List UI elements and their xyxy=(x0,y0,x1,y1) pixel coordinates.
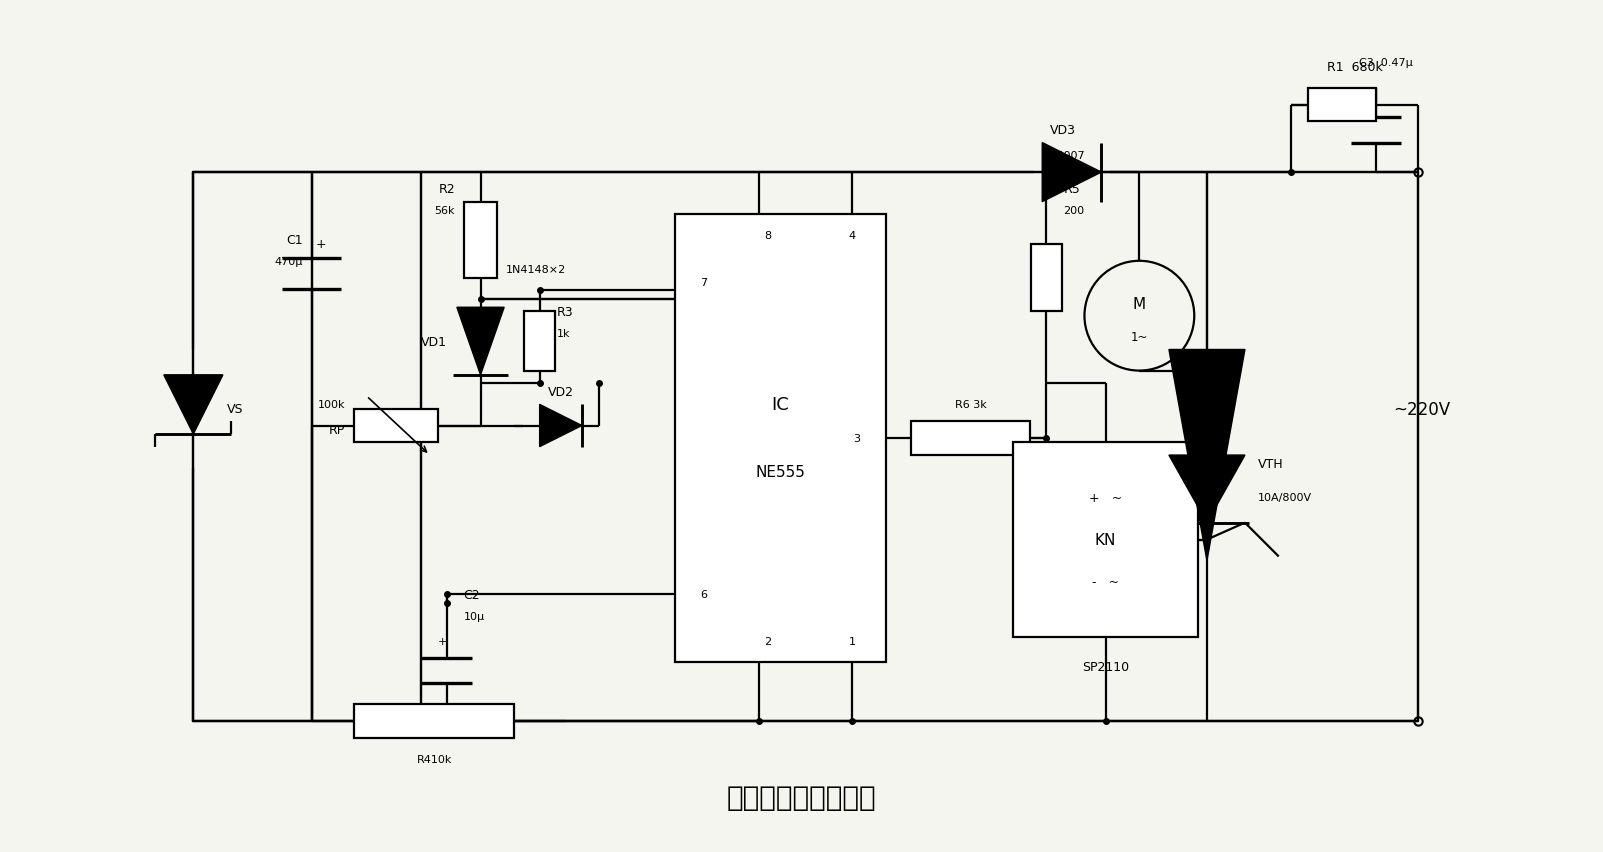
Text: 470μ: 470μ xyxy=(274,256,303,267)
Text: 200: 200 xyxy=(1063,206,1085,216)
Bar xyxy=(675,215,886,662)
Text: VTH: VTH xyxy=(1258,458,1284,470)
Text: R410k: R410k xyxy=(417,754,452,764)
Text: 8: 8 xyxy=(765,231,771,241)
Text: VD2: VD2 xyxy=(548,386,574,399)
Text: 1: 1 xyxy=(848,636,856,646)
Text: R3: R3 xyxy=(556,306,574,319)
Text: R5: R5 xyxy=(1063,183,1080,196)
Text: +   ~: + ~ xyxy=(1088,492,1122,504)
Text: 电动机电子调速电路: 电动机电子调速电路 xyxy=(726,783,877,811)
Text: 3: 3 xyxy=(854,434,861,444)
Text: VS: VS xyxy=(228,403,244,416)
Text: C2: C2 xyxy=(463,588,481,602)
Text: 2: 2 xyxy=(765,636,771,646)
Polygon shape xyxy=(457,308,505,376)
Polygon shape xyxy=(1169,456,1246,523)
Text: 6: 6 xyxy=(701,590,707,600)
Bar xyxy=(1013,443,1199,637)
Text: 4: 4 xyxy=(848,231,856,241)
Text: KN: KN xyxy=(1095,532,1116,547)
Bar xyxy=(354,409,438,443)
Text: 10μ: 10μ xyxy=(463,611,484,621)
Bar xyxy=(1308,89,1375,123)
Text: R6 3k: R6 3k xyxy=(954,400,986,410)
Bar xyxy=(194,173,1419,722)
Text: 10A/800V: 10A/800V xyxy=(1258,492,1311,503)
Text: 1k: 1k xyxy=(556,328,571,338)
Text: +: + xyxy=(316,237,327,250)
Bar xyxy=(463,203,497,279)
Text: VD1: VD1 xyxy=(420,335,447,348)
Text: NE555: NE555 xyxy=(755,465,805,480)
Bar xyxy=(524,312,555,371)
Text: C3  0.47μ: C3 0.47μ xyxy=(1359,58,1412,68)
Text: 7: 7 xyxy=(701,278,707,288)
Text: +: + xyxy=(438,636,447,646)
Polygon shape xyxy=(1042,143,1101,203)
Text: 100k: 100k xyxy=(317,400,345,410)
Text: SP2110: SP2110 xyxy=(1082,660,1129,673)
Polygon shape xyxy=(540,405,582,447)
Text: 1N4148×2: 1N4148×2 xyxy=(507,265,566,275)
Text: R1  680k: R1 680k xyxy=(1327,61,1383,74)
Bar xyxy=(354,705,515,738)
Polygon shape xyxy=(1169,350,1246,561)
Bar xyxy=(1031,245,1061,312)
Polygon shape xyxy=(164,376,223,435)
Text: 56k: 56k xyxy=(434,206,455,216)
Text: C1: C1 xyxy=(287,234,303,247)
Text: R2: R2 xyxy=(439,183,455,196)
Bar xyxy=(912,422,1029,456)
Text: RP: RP xyxy=(329,423,345,437)
Text: 1~: 1~ xyxy=(1130,331,1148,344)
Text: VD3: VD3 xyxy=(1050,124,1076,137)
Text: -   ~: - ~ xyxy=(1092,576,1119,589)
Text: M: M xyxy=(1133,296,1146,311)
Text: IC: IC xyxy=(771,396,789,414)
Text: ~220V: ~220V xyxy=(1393,400,1449,418)
Text: 1N4007: 1N4007 xyxy=(1042,151,1085,161)
